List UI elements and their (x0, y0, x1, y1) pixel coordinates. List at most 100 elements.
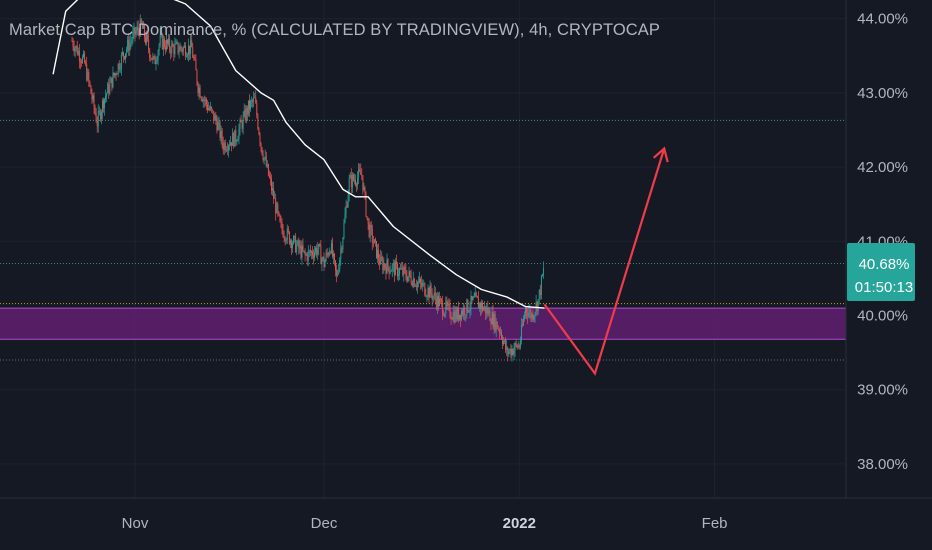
candle-body (135, 31, 137, 35)
price-tick-label: 38.00% (857, 456, 908, 473)
candle-body (252, 100, 254, 102)
candle-body (111, 77, 113, 88)
candle-body (402, 267, 404, 275)
candle-body (313, 255, 314, 258)
candle-body (447, 303, 449, 306)
candle-body (215, 115, 217, 121)
candle-body (100, 112, 102, 120)
candle-body (523, 318, 524, 326)
candle-body (179, 46, 181, 51)
candle-body (404, 266, 406, 270)
candle-body (260, 142, 262, 148)
candle-body (291, 240, 292, 249)
candle-body (422, 283, 424, 287)
candle-body (516, 344, 518, 348)
candle-body (448, 303, 450, 305)
candle-body (439, 298, 440, 307)
candle-body (489, 310, 491, 322)
candle-body (436, 295, 438, 308)
candle-body (305, 254, 307, 256)
candle-body (432, 295, 434, 300)
candle-body (278, 211, 280, 215)
candle-body (461, 311, 462, 320)
candle-body (498, 329, 500, 333)
candle-body (452, 311, 454, 320)
candle-body (494, 314, 496, 331)
candle-body (200, 97, 202, 99)
candle-body (491, 312, 493, 325)
candle-body (160, 34, 162, 36)
candle-body (246, 107, 248, 115)
candle-body (527, 312, 529, 317)
candle-body (450, 316, 452, 319)
candle-body (515, 343, 517, 345)
candle-body (105, 96, 107, 99)
candle-body (335, 260, 336, 270)
candle-body (219, 122, 221, 139)
candle-body (537, 299, 539, 311)
candle-body (147, 34, 149, 40)
candle-body (265, 156, 267, 167)
candle-body (289, 240, 291, 244)
candle-body (477, 297, 479, 308)
candle-body (233, 133, 235, 147)
candle-body (329, 252, 331, 253)
candle-body (153, 56, 155, 57)
candle-body (455, 310, 457, 320)
candle-body (496, 321, 498, 329)
candle-body (408, 271, 410, 277)
candle-body (304, 250, 306, 255)
candle-body (285, 240, 287, 241)
candle-body (75, 45, 77, 48)
candle-body (282, 229, 284, 237)
candle-body (129, 42, 131, 51)
candle-body (333, 253, 334, 257)
candle-body (495, 321, 497, 331)
candle-body (351, 174, 353, 188)
last-price-value: 40.68% (859, 256, 910, 273)
candle-body (325, 253, 327, 261)
candle-body (369, 224, 371, 237)
candle-body (159, 34, 161, 45)
candle-body (366, 216, 368, 218)
candle-body (187, 55, 188, 57)
support-zone (0, 307, 846, 340)
candle-body (281, 222, 283, 230)
candle-body (91, 93, 93, 100)
candle-body (414, 285, 416, 287)
candle-body (472, 297, 474, 300)
candle-body (367, 217, 369, 224)
time-axis[interactable]: Nov Dec 2022 Feb (0, 497, 932, 532)
candle-body (348, 178, 350, 195)
candle-body (235, 129, 237, 142)
candle-body (107, 83, 109, 94)
candle-body (534, 312, 536, 317)
candle-body (503, 341, 504, 345)
candle-body (167, 39, 168, 44)
candle-body (295, 236, 297, 253)
candle-body (532, 313, 534, 320)
moving-average-line (52, 0, 545, 309)
candle-body (272, 188, 273, 191)
horizontal-levels (0, 119, 846, 361)
candle-body (262, 154, 264, 161)
candle-body (468, 311, 470, 313)
candle-body (405, 269, 407, 277)
candle-body (276, 203, 278, 214)
candle-body (87, 71, 89, 80)
candle-body (354, 180, 355, 181)
candle-body (302, 245, 304, 251)
candle-body (509, 348, 511, 352)
candle-body (112, 72, 114, 88)
projection-arrow-path (543, 148, 666, 376)
moving-average-path (52, 0, 545, 309)
candle-body (392, 263, 394, 266)
candle-body (418, 281, 419, 283)
candle-body (341, 248, 343, 250)
candle-body (317, 249, 319, 255)
candle-body (98, 111, 100, 112)
candle-body (257, 115, 259, 129)
candle-body (255, 97, 257, 104)
candle-body (192, 47, 194, 58)
